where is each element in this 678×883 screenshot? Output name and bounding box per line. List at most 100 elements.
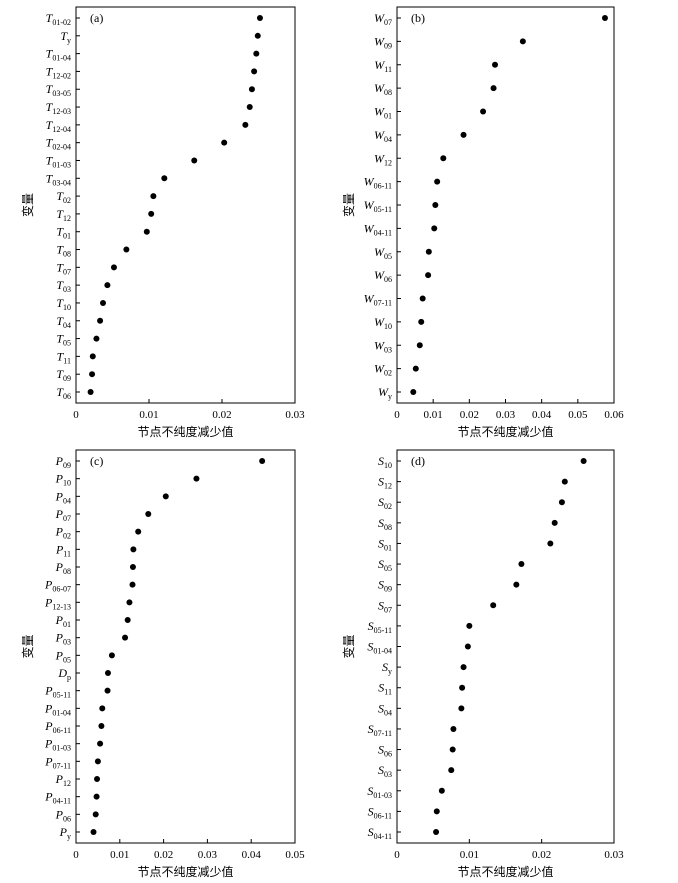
y-tick-label-d-2: S02 bbox=[378, 495, 392, 511]
y-label-var-a-6: T bbox=[46, 118, 54, 132]
y-label-sub-b-15: 02 bbox=[384, 369, 392, 378]
plot-frame-b bbox=[396, 6, 615, 404]
y-tick-label-d-5: S05 bbox=[378, 557, 392, 573]
y-label-sub-a-19: 11 bbox=[63, 356, 71, 365]
y-tick-label-d-14: S06 bbox=[378, 743, 392, 759]
y-label-var-a-9: T bbox=[46, 171, 54, 185]
data-point-a-6 bbox=[242, 121, 249, 128]
data-point-b-2 bbox=[492, 61, 499, 68]
data-point-c-14 bbox=[99, 705, 106, 712]
data-point-b-10 bbox=[425, 248, 432, 255]
data-point-b-16 bbox=[410, 389, 417, 395]
y-axis-title-c: 变量 bbox=[20, 634, 35, 658]
x-tick-label-b-5: 0.05 bbox=[568, 409, 588, 421]
y-label-var-b-0: W bbox=[374, 11, 385, 25]
y-tick-label-a-6: T12-04 bbox=[46, 118, 71, 134]
y-tick-label-c-16: P01-03 bbox=[44, 737, 71, 753]
y-tick-label-b-1: W09 bbox=[374, 34, 392, 50]
data-point-c-5 bbox=[130, 546, 137, 553]
y-label-sub-c-7: 06-07 bbox=[52, 585, 71, 594]
y-label-var-b-14: W bbox=[374, 338, 385, 352]
data-point-c-18 bbox=[94, 776, 101, 782]
y-label-sub-c-12: p bbox=[67, 673, 71, 682]
data-point-d-7 bbox=[490, 602, 497, 609]
y-label-sub-c-1: 10 bbox=[63, 479, 71, 488]
y-label-sub-a-18: 05 bbox=[63, 339, 71, 348]
panel-d: (d)0 0.01 0.02 0.03节点不纯度减少值变量S10S12S02S08S0… bbox=[341, 449, 624, 879]
plot-frame-d bbox=[396, 449, 615, 844]
data-point-a-7 bbox=[221, 139, 228, 146]
data-point-b-0 bbox=[601, 15, 608, 21]
y-tick-label-b-13: W10 bbox=[374, 315, 392, 331]
panel-label-b: (b) bbox=[411, 11, 425, 25]
x-tick-label-c-4: 0.04 bbox=[242, 849, 262, 861]
y-label-var-c-5: P bbox=[55, 542, 64, 556]
y-tick-label-c-3: P07 bbox=[55, 507, 71, 523]
y-tick-label-d-3: S08 bbox=[378, 516, 392, 532]
y-tick-label-b-16: Wy bbox=[378, 385, 392, 401]
x-tick-label-a-1: 0.01 bbox=[139, 409, 158, 421]
x-tick-label-c-0: 0 bbox=[73, 849, 79, 861]
y-tick-label-b-10: W05 bbox=[374, 245, 392, 261]
y-label-sub-a-11: 12 bbox=[63, 214, 71, 223]
y-label-var-c-19: P bbox=[44, 790, 53, 804]
y-tick-label-b-4: W01 bbox=[374, 105, 392, 121]
y-label-var-b-6: W bbox=[374, 151, 385, 165]
data-point-a-17 bbox=[97, 317, 104, 324]
y-label-var-c-4: P bbox=[55, 525, 64, 539]
data-point-a-3 bbox=[251, 68, 258, 75]
y-tick-label-d-13: S07-11 bbox=[368, 722, 392, 738]
data-point-d-0 bbox=[580, 458, 587, 464]
y-tick-label-c-0: P09 bbox=[55, 454, 71, 470]
data-point-c-11 bbox=[108, 652, 115, 659]
data-point-a-10 bbox=[150, 193, 157, 200]
y-label-var-d-18: S bbox=[368, 825, 374, 839]
x-tick-label-d-2: 0.02 bbox=[532, 849, 551, 861]
y-label-var-a-5: T bbox=[46, 100, 54, 114]
y-label-sub-d-18: 04-11 bbox=[374, 832, 392, 841]
y-label-var-c-7: P bbox=[44, 578, 53, 592]
y-tick-label-a-2: T01-04 bbox=[46, 47, 71, 63]
y-label-var-a-4: T bbox=[46, 82, 54, 96]
y-label-sub-b-12: 07-11 bbox=[374, 299, 392, 308]
y-label-sub-a-5: 12-03 bbox=[52, 107, 71, 116]
data-point-c-3 bbox=[145, 511, 152, 517]
y-tick-label-c-14: P01-04 bbox=[44, 701, 71, 717]
y-label-var-a-20: T bbox=[56, 367, 64, 381]
panel-label-a: (a) bbox=[90, 11, 103, 25]
y-label-sub-b-16: y bbox=[388, 392, 392, 401]
data-point-c-10 bbox=[122, 634, 129, 641]
y-tick-label-a-8: T01-03 bbox=[46, 153, 71, 169]
y-label-sub-d-13: 07-11 bbox=[374, 729, 392, 738]
y-label-var-d-1: S bbox=[378, 475, 384, 489]
y-label-sub-a-6: 12-04 bbox=[52, 125, 71, 134]
y-label-var-a-11: T bbox=[56, 207, 64, 221]
data-point-b-8 bbox=[432, 202, 439, 208]
data-point-b-15 bbox=[412, 365, 419, 372]
y-label-sub-c-3: 07 bbox=[63, 514, 71, 523]
data-point-c-17 bbox=[94, 758, 101, 765]
y-tick-label-a-17: T04 bbox=[56, 314, 71, 330]
data-point-b-3 bbox=[490, 85, 497, 92]
y-tick-label-c-11: P05 bbox=[55, 648, 71, 664]
y-label-var-a-13: T bbox=[56, 243, 64, 257]
data-point-d-6 bbox=[513, 581, 520, 588]
data-point-d-17 bbox=[433, 808, 440, 815]
data-point-d-18 bbox=[433, 829, 440, 835]
y-label-var-a-19: T bbox=[57, 349, 65, 363]
y-label-sub-c-11: 05 bbox=[63, 655, 71, 664]
x-tick-label-d-3: 0.03 bbox=[604, 849, 624, 861]
y-label-sub-b-7: 06-11 bbox=[374, 182, 392, 191]
y-label-var-b-13: W bbox=[374, 315, 385, 329]
y-label-var-d-2: S bbox=[378, 495, 384, 509]
y-label-var-b-5: W bbox=[374, 128, 385, 142]
y-tick-label-c-17: P07-11 bbox=[44, 754, 71, 770]
y-label-var-d-14: S bbox=[378, 743, 384, 757]
y-tick-label-a-5: T12-03 bbox=[46, 100, 71, 116]
x-tick-label-b-2: 0.02 bbox=[460, 409, 479, 421]
y-label-sub-d-16: 01-03 bbox=[373, 791, 392, 800]
y-label-sub-b-5: 04 bbox=[384, 135, 392, 144]
y-label-var-a-8: T bbox=[46, 153, 54, 167]
x-axis-title-b: 节点不纯度减少值 bbox=[457, 424, 553, 439]
data-point-d-2 bbox=[558, 499, 565, 506]
